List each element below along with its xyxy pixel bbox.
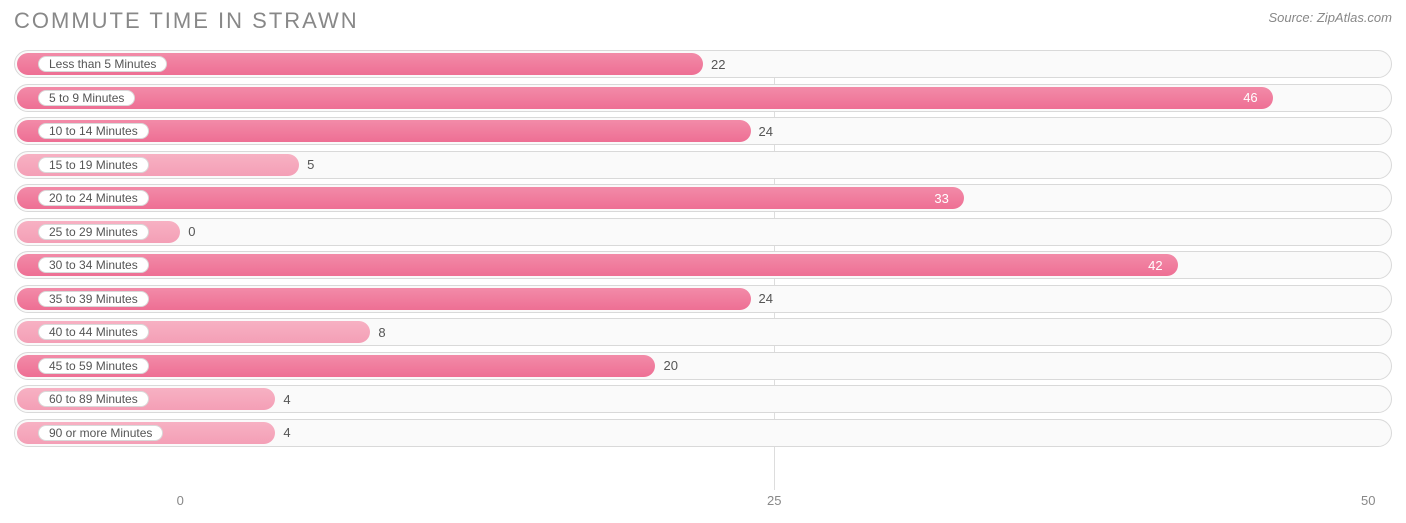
bar-row: 20 to 24 Minutes 33 — [14, 184, 1392, 212]
bar-label: 60 to 89 Minutes — [38, 391, 149, 407]
bar-value: 22 — [711, 50, 725, 78]
bar-label: 20 to 24 Minutes — [38, 190, 149, 206]
bars-area: Less than 5 Minutes 22 5 to 9 Minutes 46 10 … — [14, 50, 1392, 485]
bar-label: 40 to 44 Minutes — [38, 324, 149, 340]
bar-value: 42 — [1148, 251, 1162, 279]
bar-row: 60 to 89 Minutes 4 — [14, 385, 1392, 413]
chart-title: COMMUTE TIME IN STRAWN — [14, 8, 359, 34]
bar-label: Less than 5 Minutes — [38, 56, 167, 72]
bar-row: 90 or more Minutes 4 — [14, 419, 1392, 447]
bar-row: 25 to 29 Minutes 0 — [14, 218, 1392, 246]
bar-value: 24 — [759, 285, 773, 313]
bar-label: 5 to 9 Minutes — [38, 90, 135, 106]
bar-label: 35 to 39 Minutes — [38, 291, 149, 307]
bar-value: 4 — [283, 385, 290, 413]
bar-label: 30 to 34 Minutes — [38, 257, 149, 273]
source-prefix: Source: — [1268, 10, 1316, 25]
bar-fill — [17, 187, 964, 209]
bar-track — [14, 218, 1392, 246]
bar-label: 45 to 59 Minutes — [38, 358, 149, 374]
bar-row: 5 to 9 Minutes 46 — [14, 84, 1392, 112]
bar-value: 8 — [378, 318, 385, 346]
bar-row: 15 to 19 Minutes 5 — [14, 151, 1392, 179]
bar-row: 35 to 39 Minutes 24 — [14, 285, 1392, 313]
bar-fill — [17, 87, 1273, 109]
bar-value: 46 — [1243, 84, 1257, 112]
axis-tick-label: 25 — [767, 493, 781, 508]
bar-label: 10 to 14 Minutes — [38, 123, 149, 139]
source-name: ZipAtlas.com — [1317, 10, 1392, 25]
bar-label: 15 to 19 Minutes — [38, 157, 149, 173]
axis-tick-label: 50 — [1361, 493, 1375, 508]
chart-container: COMMUTE TIME IN STRAWN Source: ZipAtlas.… — [0, 0, 1406, 523]
chart-source: Source: ZipAtlas.com — [1268, 10, 1392, 25]
bar-row: 10 to 14 Minutes 24 — [14, 117, 1392, 145]
bar-row: 40 to 44 Minutes 8 — [14, 318, 1392, 346]
bar-label: 25 to 29 Minutes — [38, 224, 149, 240]
bar-label: 90 or more Minutes — [38, 425, 163, 441]
bar-value: 4 — [283, 419, 290, 447]
bar-row: Less than 5 Minutes 22 — [14, 50, 1392, 78]
bar-value: 33 — [934, 184, 948, 212]
bar-value: 20 — [663, 352, 677, 380]
axis-tick-label: 0 — [177, 493, 184, 508]
bar-value: 0 — [188, 218, 195, 246]
bar-value: 5 — [307, 151, 314, 179]
bar-value: 24 — [759, 117, 773, 145]
bar-fill — [17, 254, 1178, 276]
x-axis: 0 25 50 — [14, 493, 1392, 513]
bar-row: 45 to 59 Minutes 20 — [14, 352, 1392, 380]
bar-row: 30 to 34 Minutes 42 — [14, 251, 1392, 279]
